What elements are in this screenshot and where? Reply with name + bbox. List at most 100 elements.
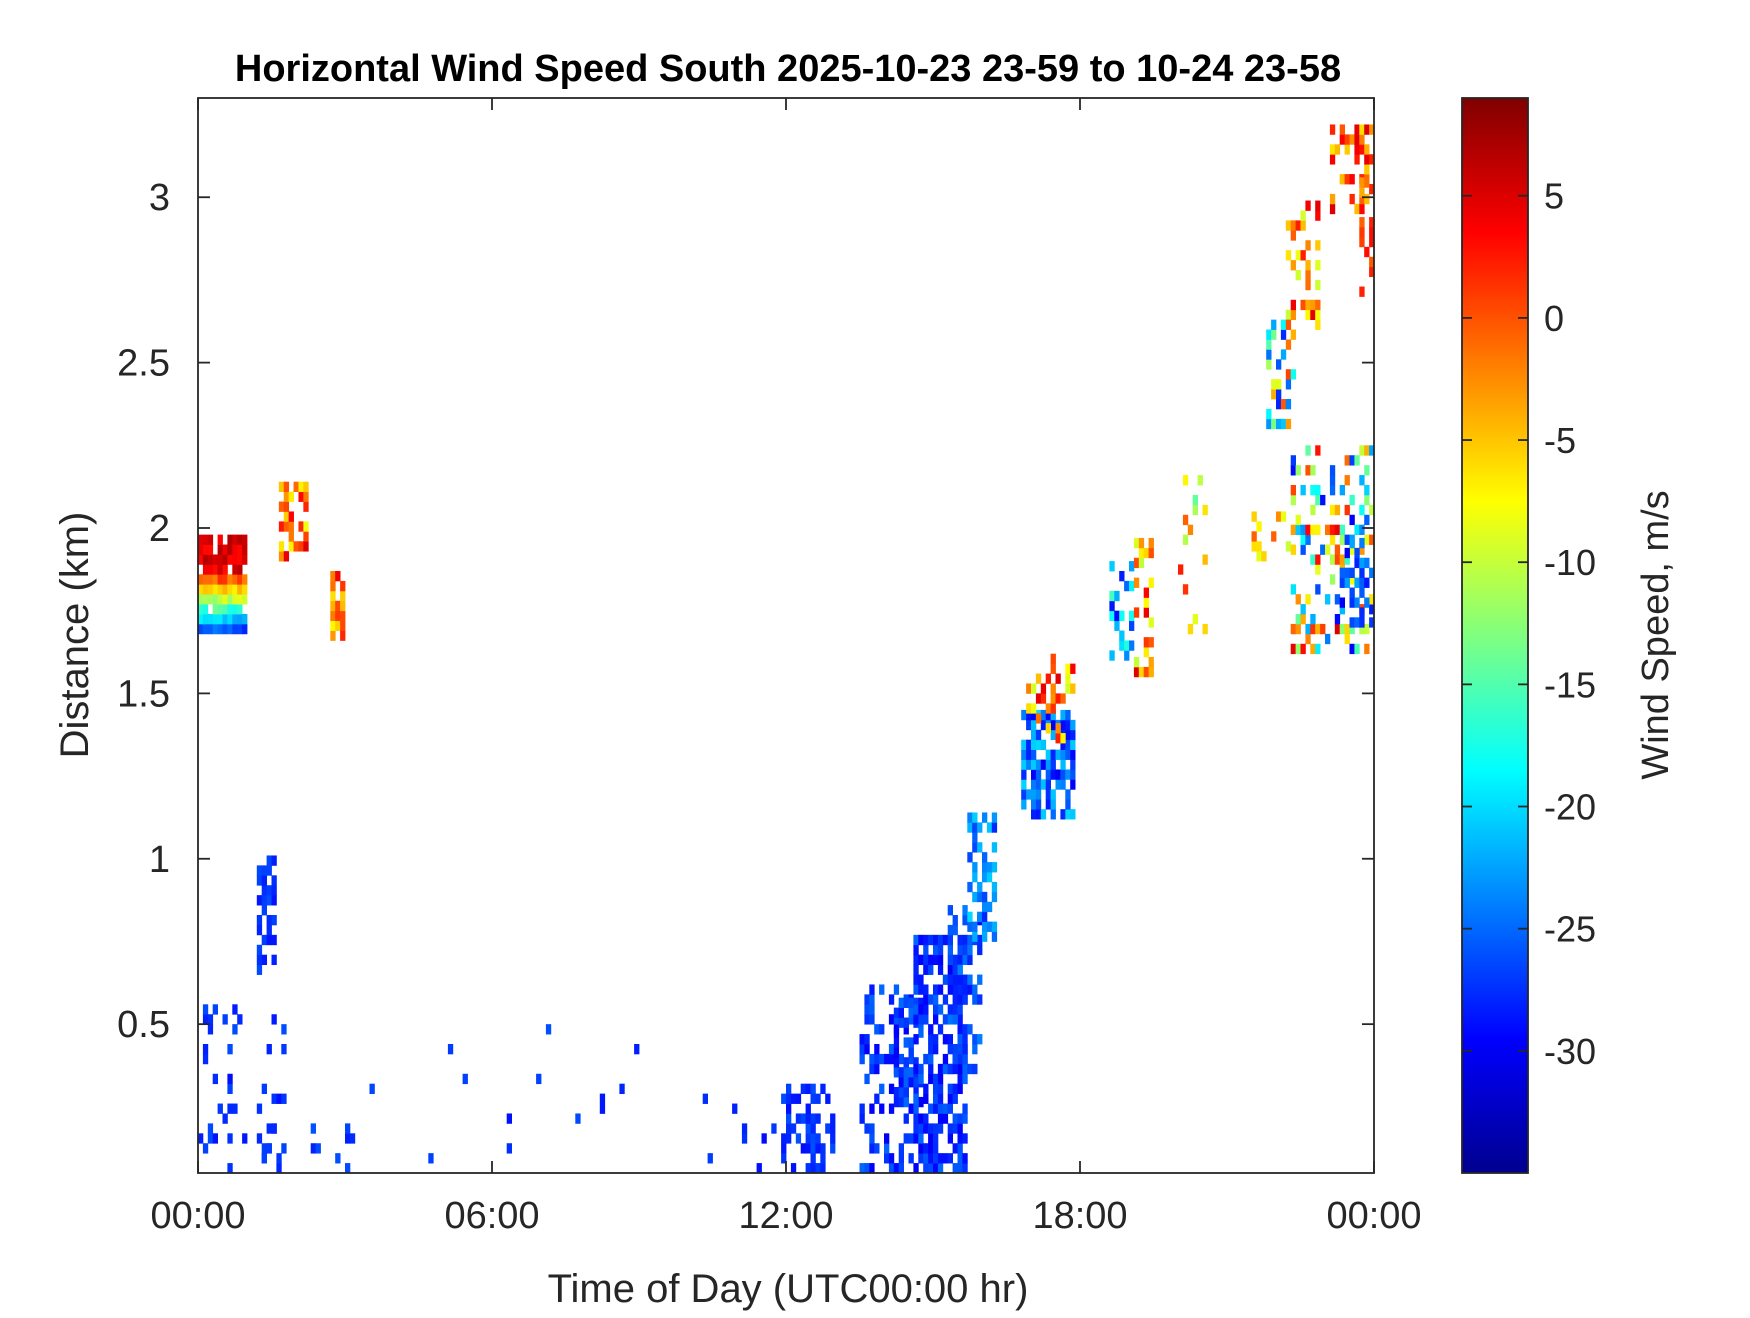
heatmap-cell [942,974,949,985]
heatmap-cell [918,974,924,985]
heatmap-cell [1354,203,1360,215]
heatmap-cell [462,1073,468,1085]
heatmap-cell [908,1103,914,1114]
heatmap-cell [266,924,272,936]
heatmap-cell [1344,455,1350,466]
heatmap-cell [918,1014,924,1025]
heatmap-cell [207,574,214,585]
heatmap-cell [303,481,309,493]
heatmap-cell [232,1004,238,1015]
heatmap-cell [933,1014,939,1025]
heatmap-cell [986,872,993,883]
heatmap-cell [1285,399,1292,410]
heatmap-cell [298,541,304,552]
heatmap-cell [1369,236,1375,248]
heatmap-cell [1300,604,1306,615]
heatmap-cell [962,1153,968,1164]
heatmap-cell [1035,799,1042,810]
heatmap-cell [340,610,346,622]
heatmap-cell [879,1053,885,1065]
heatmap-cell [1178,564,1184,575]
heatmap-cell [1256,541,1262,552]
heatmap-cell [942,934,949,946]
heatmap-cell [810,1093,816,1104]
heatmap-cell [217,584,223,595]
heatmap-cell [982,852,988,863]
heatmap-cell [1065,769,1071,780]
heatmap-cell [879,1083,885,1095]
heatmap-cell [1329,193,1336,205]
heatmap-cell [1349,574,1355,585]
heatmap-cell [908,1077,914,1088]
heatmap-cell [1040,759,1047,770]
heatmap-cell [1315,319,1321,330]
heatmap-cell [1070,809,1076,820]
heatmap-cell [1070,729,1076,741]
heatmap-cell [928,954,934,966]
heatmap-cell [869,1143,875,1154]
heatmap-cell [991,931,998,942]
heatmap-cell [1329,144,1336,155]
heatmap-cell [982,891,988,903]
heatmap-cell [913,1123,919,1134]
heatmap-cell [937,984,944,995]
heatmap-cell [972,931,978,942]
heatmap-cell [952,1113,958,1124]
heatmap-cell [923,954,929,966]
heatmap-cell [227,623,233,635]
heatmap-cell [957,1034,963,1045]
heatmap-cell [212,1073,218,1085]
heatmap-cell [1065,739,1071,751]
heatmap-cell [207,1014,214,1025]
heatmap-cell [1369,184,1375,195]
heatmap-cell [923,1143,929,1154]
heatmap-cell [1354,455,1360,466]
heatmap-cell [1256,521,1262,532]
heatmap-cell [1300,524,1306,536]
heatmap-cell [918,1027,924,1038]
heatmap-cell [967,852,973,863]
heatmap-cell [781,1153,787,1164]
heatmap-cell [937,1093,944,1104]
heatmap-cell [874,1063,880,1075]
heatmap-cell [1026,683,1032,694]
heatmap-cell [1295,623,1301,635]
heatmap-cell [967,1024,973,1035]
heatmap-cell [198,544,204,555]
heatmap-cell [242,554,248,565]
heatmap-cell [1344,547,1350,559]
heatmap-cell [207,594,214,605]
heatmap-cell [1359,617,1365,628]
heatmap-cell [1364,177,1370,188]
heatmap-cell [1295,250,1301,261]
heatmap-cell [864,1163,870,1174]
heatmap-cell [888,1053,895,1065]
heatmap-cell [1359,537,1365,549]
heatmap-cell [957,1063,963,1075]
heatmap-cell [952,954,958,966]
heatmap-cell [1290,544,1296,555]
heatmap-cell [1290,485,1296,496]
heatmap-cell [1369,256,1375,268]
heatmap-cell [967,812,973,823]
heatmap-cell [1065,809,1071,820]
heatmap-cell [222,594,228,605]
heatmap-cell [918,1123,924,1134]
heatmap-cell [242,1133,248,1144]
heatmap-cell [1334,544,1341,555]
heatmap-cell [1026,739,1032,751]
heatmap-cell [972,891,978,903]
heatmap-cell [879,984,885,995]
heatmap-cell [303,521,309,532]
heatmap-cell [599,1103,606,1114]
heatmap-cell [957,934,963,946]
heatmap-cell [957,1153,963,1164]
heatmap-cell [918,934,924,946]
heatmap-cell [893,1007,900,1018]
heatmap-cell [1040,739,1047,751]
heatmap-cell [256,1103,263,1114]
heatmap-cell [207,544,214,555]
heatmap-cell [1021,779,1027,790]
heatmap-cell [786,1123,792,1134]
heatmap-cell [1364,154,1370,165]
